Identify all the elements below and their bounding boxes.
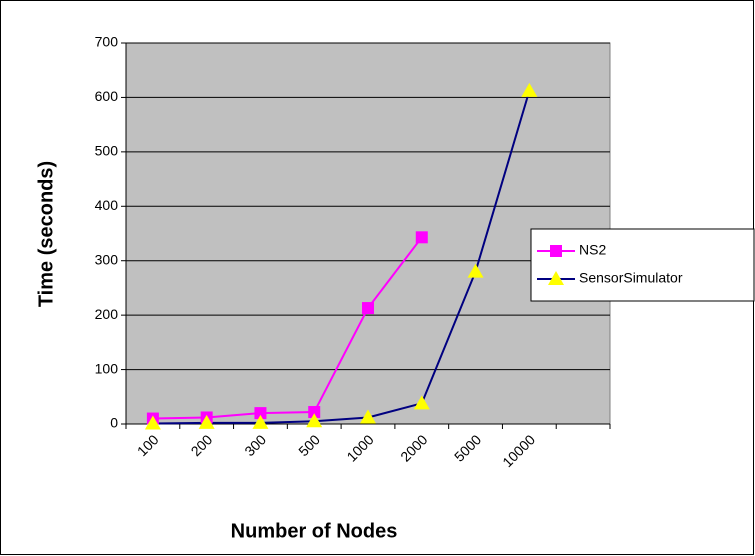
legend-marker [550,245,562,257]
data-point [144,415,161,430]
legend-label: NS2 [579,242,606,258]
legend-box [530,228,755,302]
data-point [415,231,428,244]
y-tick-label: 500 [95,143,119,159]
data-point [198,414,215,429]
x-axis-title: Number of Nodes [231,520,398,542]
data-point [362,302,374,315]
series-line [152,90,531,425]
data-point [306,413,323,428]
data-point [360,409,376,424]
data-point [308,406,321,419]
plot-area [125,42,611,425]
legend-marker [548,271,564,285]
y-tick-label: 600 [95,88,119,104]
data-point [413,395,430,410]
y-tick-label: 100 [95,360,119,376]
legend-label: SensorSimulator [579,270,683,286]
y-tick-label: 300 [95,251,119,267]
y-tick-label: 200 [95,306,119,322]
data-point [252,414,269,429]
data-point [521,82,538,97]
y-tick-label: 0 [110,415,118,431]
legend: NS2 SensorSimulator [530,228,755,302]
series-line [152,236,423,420]
y-tick-label: 700 [95,34,119,50]
y-axis-title: Time (seconds) [35,161,57,307]
data-point [254,407,267,420]
y-tick-label: 400 [95,197,119,213]
data-point [467,263,484,278]
